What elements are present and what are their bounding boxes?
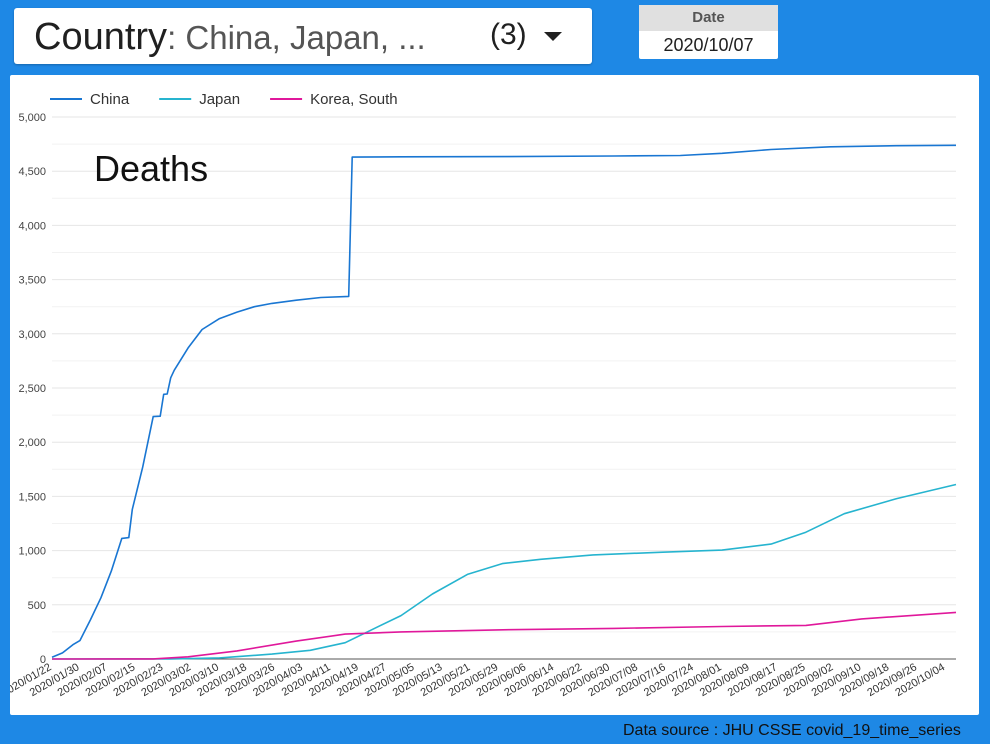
deaths-line-chart: 0 500 1,000 1,500 2,000 2,500 3,000 3,500 4,000 4… [10, 91, 957, 699]
y-tick-label: 3,500 [18, 275, 46, 287]
country-filter-count: (3) [490, 18, 527, 51]
y-tick-label: 2,500 [18, 383, 46, 395]
y-tick-label: 1,500 [18, 491, 46, 503]
series-line-korea-south [51, 611, 957, 660]
y-tick-label: 4,000 [18, 220, 46, 232]
y-tick-label: 1,000 [18, 546, 46, 558]
country-filter[interactable]: Country: China, Japan, ... (3) [14, 8, 592, 64]
country-filter-values: China, Japan, ... [185, 19, 426, 56]
data-source-note: Data source : JHU CSSE covid_19_time_ser… [623, 722, 961, 739]
legend-label-korea-south: Korea, South [310, 91, 398, 108]
date-header: Date [639, 5, 778, 31]
chart-panel: 0 500 1,000 1,500 2,000 2,500 3,000 3,500 4,000 4… [10, 75, 979, 715]
legend-label-japan: Japan [199, 91, 240, 108]
country-filter-label: Country [34, 16, 168, 58]
date-value[interactable]: 2020/10/07 [663, 35, 754, 55]
y-tick-label: 2,000 [18, 437, 46, 449]
legend-label-china: China [90, 91, 130, 108]
series-line-japan [51, 483, 957, 660]
series-line-china [51, 144, 957, 658]
y-tick-label: 500 [28, 600, 46, 612]
y-tick-label: 3,000 [18, 329, 46, 341]
y-tick-label: 4,500 [18, 166, 46, 178]
chart-title: Deaths [94, 148, 208, 189]
y-tick-label: 0 [40, 654, 46, 666]
date-range-control[interactable]: Date 2020/10/07 [639, 5, 778, 59]
y-tick-label: 5,000 [18, 112, 46, 124]
dropdown-arrow-icon[interactable] [544, 32, 562, 41]
country-filter-text: Country: China, Japan, ... [34, 16, 426, 58]
